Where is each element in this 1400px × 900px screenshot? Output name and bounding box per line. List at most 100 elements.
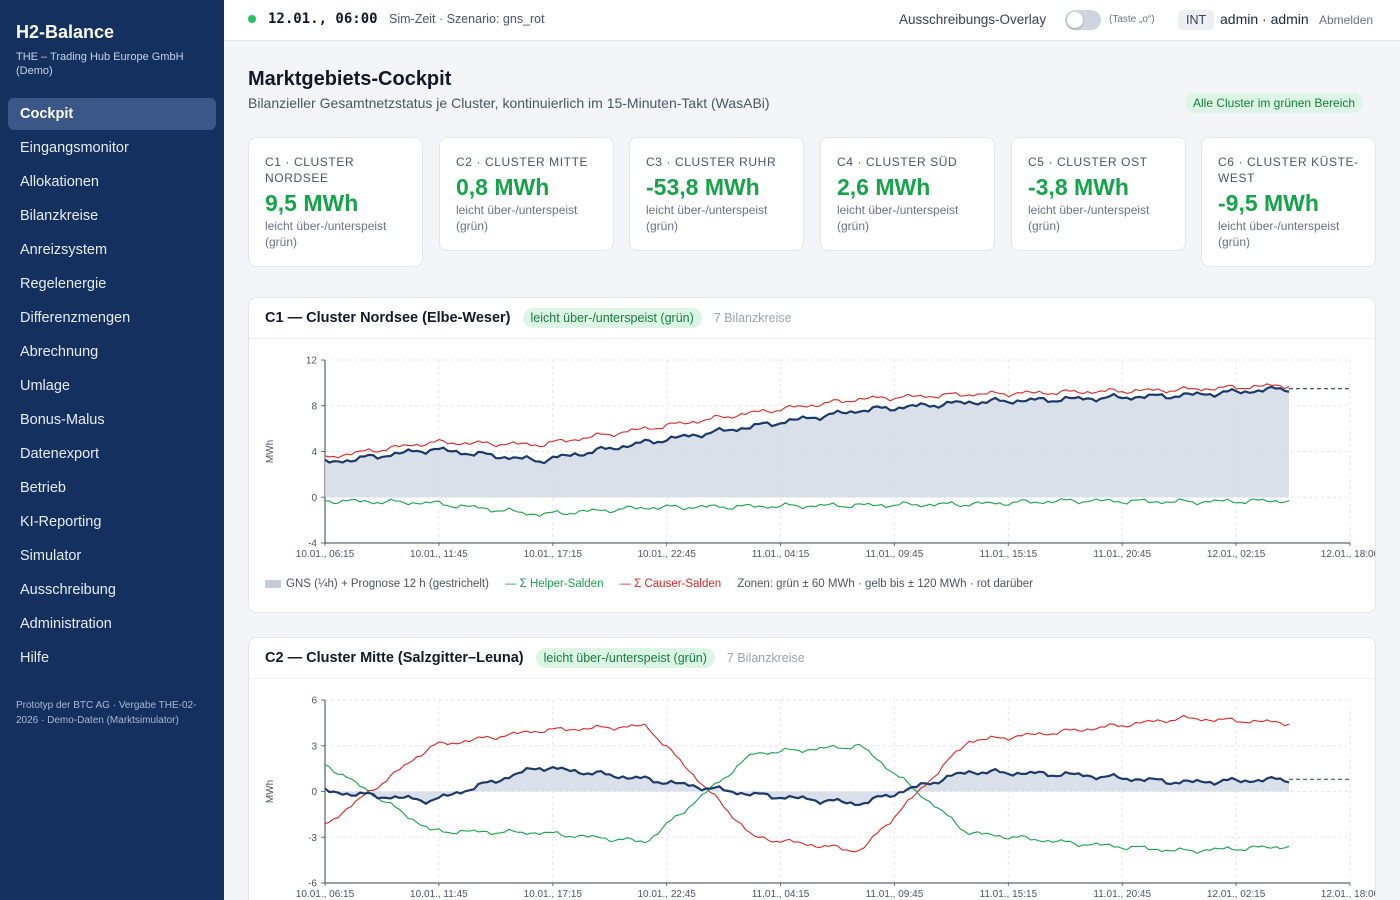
panel-title: C1 — Cluster Nordsee (Elbe-Weser) xyxy=(265,310,511,326)
sidebar-item-differenzmengen[interactable]: Differenzmengen xyxy=(20,310,131,326)
kpi-value: 0,8 MWh xyxy=(456,174,550,200)
sidebar-item-eingangsmonitor[interactable]: Eingangsmonitor xyxy=(20,140,129,156)
x-tick-label: 11.01., 09:45 xyxy=(866,549,924,560)
x-tick-label: 10.01., 11:45 xyxy=(410,889,468,900)
cluster-panel-c2: C2 — Cluster Mitte (Salzgitter–Leuna) le… xyxy=(248,637,1376,900)
sidebar-item-ki-reporting[interactable]: KI-Reporting xyxy=(20,514,102,530)
causer-line xyxy=(324,383,1290,459)
live-status-icon xyxy=(248,15,256,23)
gns-line xyxy=(324,765,1290,807)
y-tick-label: 3 xyxy=(311,741,317,752)
user-name: admin · admin xyxy=(1220,11,1309,27)
kpi-status: leicht über-/unterspeist (grün) xyxy=(1028,203,1150,233)
kpi-label: C4 · Cluster Süd xyxy=(837,155,958,169)
gns-line xyxy=(324,385,1290,465)
sidebar-item-cockpit[interactable]: Cockpit xyxy=(8,98,216,130)
cluster-panel-c1: C1 — Cluster Nordsee (Elbe-Weser) leicht… xyxy=(248,297,1376,613)
x-tick-label: 10.01., 22:45 xyxy=(637,549,696,560)
helper-line xyxy=(324,743,1290,854)
legend-causer-label: — Σ Causer-Salden xyxy=(619,578,722,590)
sidebar-item-allokationen[interactable]: Allokationen xyxy=(20,174,99,190)
page-title: Marktgebiets-Cockpit xyxy=(248,68,452,90)
kpi-card-c1[interactable]: C1 · Cluster Nordsee 9,5 MWh leicht über… xyxy=(248,137,423,267)
sidebar-item-administration[interactable]: Administration xyxy=(20,616,112,632)
kpi-card-c2[interactable]: C2 · Cluster Mitte 0,8 MWh leicht über-/… xyxy=(439,137,614,251)
chart-legend: GNS (¼h) + Prognose 12 h (gestrichelt) —… xyxy=(265,578,1049,590)
legend-gns-label: GNS (¼h) + Prognose 12 h (gestrichelt) xyxy=(286,578,489,590)
sidebar-item-datenexport[interactable]: Datenexport xyxy=(20,446,99,462)
kpi-status: leicht über-/unterspeist (grün) xyxy=(265,219,387,249)
sidebar-footer: Prototyp der BTC AG · Vergabe THE-02-202… xyxy=(16,700,197,726)
y-tick-label: 12 xyxy=(306,356,318,367)
x-tick-label: 12.01., 02:15 xyxy=(1207,889,1266,900)
status-badge: leicht über-/unterspeist (grün) xyxy=(535,648,715,668)
kpi-value: 9,5 MWh xyxy=(265,190,359,216)
y-tick-label: 6 xyxy=(311,696,317,707)
sidebar-item-regelenergie[interactable]: Regelenergie xyxy=(20,276,107,292)
overlay-label: Ausschreibungs-Overlay xyxy=(899,12,1047,27)
overall-status-badge: Alle Cluster im grünen Bereich xyxy=(1185,93,1364,113)
sidebar-item-bilanzkreise[interactable]: Bilanzkreise xyxy=(20,208,99,224)
sidebar-nav: Cockpit Eingangsmonitor Allokationen Bil… xyxy=(8,98,216,676)
balance-group-count: 7 Bilanzkreise xyxy=(726,651,805,665)
app-title: H2-Balance xyxy=(16,22,115,42)
legend-area-swatch xyxy=(265,580,281,588)
kpi-status: leicht über-/unterspeist (grün) xyxy=(456,203,578,233)
overlay-toggle[interactable] xyxy=(1065,10,1101,30)
x-tick-label: 11.01., 04:15 xyxy=(752,549,810,560)
x-tick-label: 12.01., 18:00 xyxy=(1321,889,1376,900)
x-tick-label: 12.01., 02:15 xyxy=(1207,549,1266,560)
y-tick-label: 4 xyxy=(311,447,317,458)
sidebar-item-umlage[interactable]: Umlage xyxy=(20,378,70,394)
sidebar-item-hilfe[interactable]: Hilfe xyxy=(20,650,50,666)
y-tick-label: -6 xyxy=(308,879,317,890)
top-bar: 12.01., 06:00 Sim-Zeit · Szenario: gns_r… xyxy=(224,0,1400,41)
x-tick-label: 10.01., 17:15 xyxy=(524,549,583,560)
app-subtitle: THE – Trading Hub Europe GmbH (Demo) xyxy=(16,51,184,77)
legend-helper-label: — Σ Helper-Salden xyxy=(504,578,604,590)
status-badge: leicht über-/unterspeist (grün) xyxy=(522,308,702,328)
kpi-label: C5 · Cluster Ost xyxy=(1028,155,1148,169)
x-tick-label: 11.01., 20:45 xyxy=(1093,549,1151,560)
panel-header: C2 — Cluster Mitte (Salzgitter–Leuna) le… xyxy=(249,638,1375,679)
x-tick-label: 10.01., 06:15 xyxy=(296,549,355,560)
kpi-card-c4[interactable]: C4 · Cluster Süd 2,6 MWh leicht über-/un… xyxy=(820,137,995,251)
panel-header: C1 — Cluster Nordsee (Elbe-Weser) leicht… xyxy=(249,298,1375,339)
overlay-shortcut-hint: (Taste „o“) xyxy=(1109,14,1155,25)
kpi-status: leicht über-/unterspeist (grün) xyxy=(646,203,768,233)
sidebar-item-bonus-malus[interactable]: Bonus-Malus xyxy=(20,412,105,428)
legend-zones-label: Zonen: grün ± 60 MWh · gelb bis ± 120 MW… xyxy=(737,578,1033,590)
main-content: Marktgebiets-Cockpit Bilanzieller Gesamt… xyxy=(224,41,1400,900)
x-tick-label: 10.01., 17:15 xyxy=(524,889,583,900)
helper-line xyxy=(324,498,1290,517)
sidebar-item-anreizsystem[interactable]: Anreizsystem xyxy=(20,242,108,258)
gns-chart-c2: 10.01., 06:15 10.01., 11:45 10.01., 17:15 1… xyxy=(265,696,1376,900)
sidebar-item-ausschreibung[interactable]: Ausschreibung xyxy=(20,582,116,598)
sidebar-item-betrieb[interactable]: Betrieb xyxy=(20,480,66,496)
sim-time: 12.01., 06:00 xyxy=(268,11,378,27)
gns-chart-c1: 10.01., 06:15 10.01., 11:45 10.01., 17:15 1… xyxy=(265,356,1375,561)
x-tick-label: 11.01., 09:45 xyxy=(866,889,924,900)
kpi-label: C2 · Cluster Mitte xyxy=(456,155,589,169)
kpi-card-c3[interactable]: C3 · Cluster Ruhr -53,8 MWh leicht über-… xyxy=(629,137,804,251)
x-tick-label: 11.01., 15:15 xyxy=(980,549,1038,560)
logout-link[interactable]: Abmelden xyxy=(1319,13,1374,27)
x-tick-label: 10.01., 11:45 xyxy=(410,549,468,560)
y-tick-label: 0 xyxy=(311,787,317,798)
gns-area xyxy=(325,386,1289,498)
kpi-value: -3,8 MWh xyxy=(1028,174,1129,200)
kpi-card-c5[interactable]: C5 · Cluster Ost -3,8 MWh leicht über-/u… xyxy=(1011,137,1186,251)
kpi-label: C3 · Cluster Ruhr xyxy=(646,155,777,169)
sidebar-item-abrechnung[interactable]: Abrechnung xyxy=(20,344,99,360)
sim-scenario: Sim-Zeit · Szenario: gns_rot xyxy=(389,12,545,26)
y-axis-label: MWh xyxy=(265,440,276,463)
y-axis-label: MWh xyxy=(265,780,276,803)
y-tick-label: 8 xyxy=(311,401,317,412)
causer-line xyxy=(324,714,1290,853)
sidebar-item-simulator[interactable]: Simulator xyxy=(20,548,82,564)
toggle-knob xyxy=(1067,12,1083,28)
y-tick-label: -4 xyxy=(308,539,317,550)
kpi-value: -9,5 MWh xyxy=(1218,190,1319,216)
x-tick-label: 11.01., 20:45 xyxy=(1093,889,1151,900)
kpi-card-c6[interactable]: C6 · Cluster Küste-West -9,5 MWh leicht … xyxy=(1201,137,1376,267)
